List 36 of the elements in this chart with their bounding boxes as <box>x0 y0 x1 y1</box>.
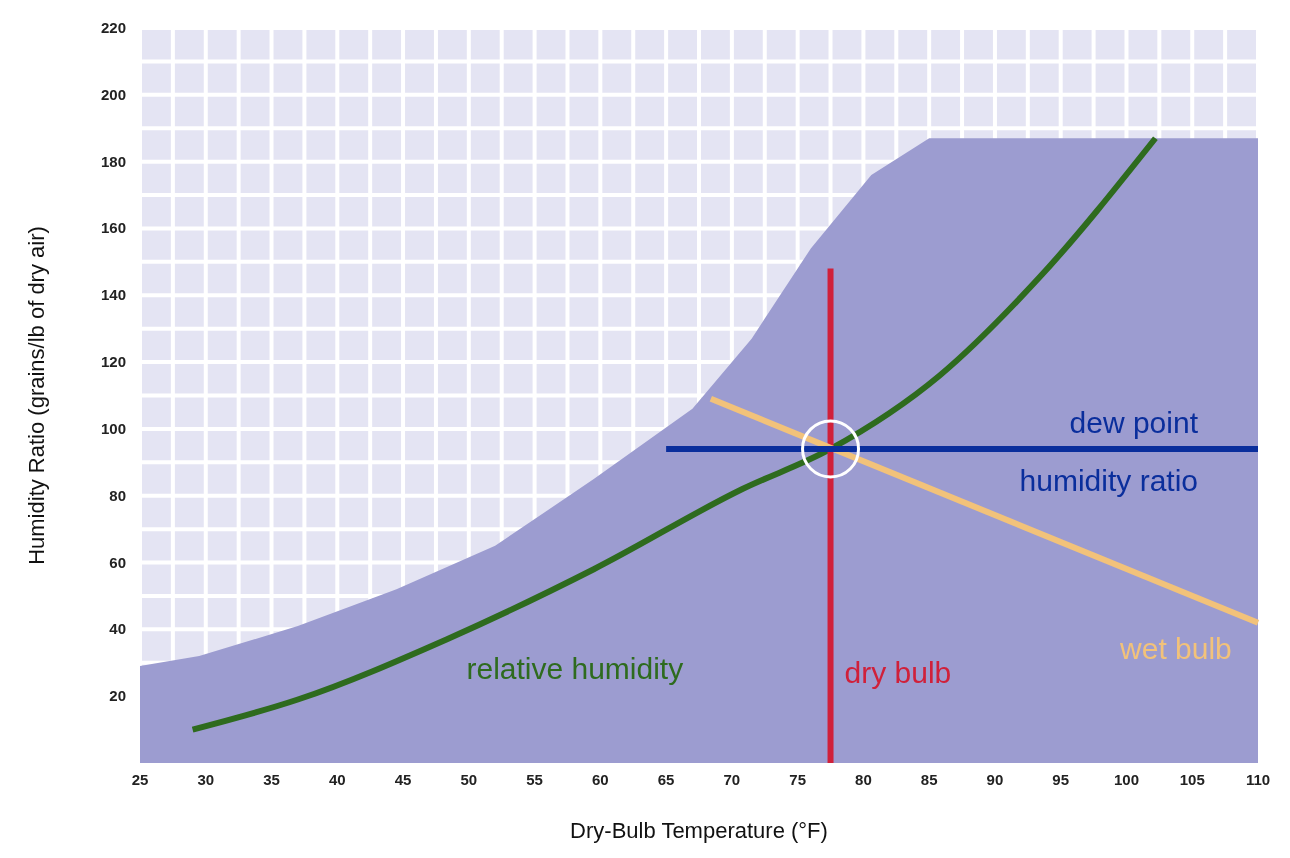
series-label: dry bulb <box>844 656 952 689</box>
x-tick-label: 70 <box>723 771 741 788</box>
x-tick-label: 80 <box>855 771 872 788</box>
x-tick-label: 45 <box>394 771 412 788</box>
x-tick-label: 55 <box>526 771 543 788</box>
x-tick-label: 90 <box>986 771 1004 788</box>
y-tick-label: 120 <box>100 353 126 371</box>
y-tick-label: 60 <box>109 553 126 571</box>
x-tick-label: 25 <box>131 771 149 788</box>
series-label: dew point <box>1069 405 1199 439</box>
annotation: humidity ratio <box>1019 463 1198 497</box>
x-tick-label: 105 <box>1179 771 1205 788</box>
y-tick-label: 160 <box>100 219 126 237</box>
x-tick-label: 85 <box>920 771 938 788</box>
y-tick-label: 220 <box>100 19 126 36</box>
x-tick-label: 100 <box>1113 771 1139 788</box>
x-tick-label: 65 <box>657 771 675 788</box>
y-axis-title: Humidity Ratio (grains/lb of dry air) <box>24 226 49 565</box>
x-tick-label: 50 <box>460 771 478 788</box>
x-tick-label: 75 <box>789 771 806 788</box>
x-tick-label: 110 <box>1245 771 1271 788</box>
y-tick-label: 40 <box>109 620 126 638</box>
x-tick-label: 95 <box>1052 771 1070 788</box>
y-tick-label: 100 <box>100 419 126 437</box>
y-tick-label: 80 <box>109 486 126 504</box>
y-tick-label: 140 <box>100 286 126 304</box>
y-tick-label: 180 <box>100 152 126 170</box>
series-label: relative humidity <box>466 652 684 686</box>
x-tick-label: 35 <box>263 771 280 788</box>
x-axis-title: Dry-Bulb Temperature (°F) <box>570 818 828 843</box>
y-tick-label: 200 <box>100 85 126 103</box>
x-tick-label: 40 <box>328 771 346 788</box>
x-tick-label: 60 <box>592 771 609 788</box>
series-label: wet bulb <box>1119 632 1232 666</box>
y-tick-label: 20 <box>109 687 126 705</box>
x-tick-label: 30 <box>197 771 215 788</box>
